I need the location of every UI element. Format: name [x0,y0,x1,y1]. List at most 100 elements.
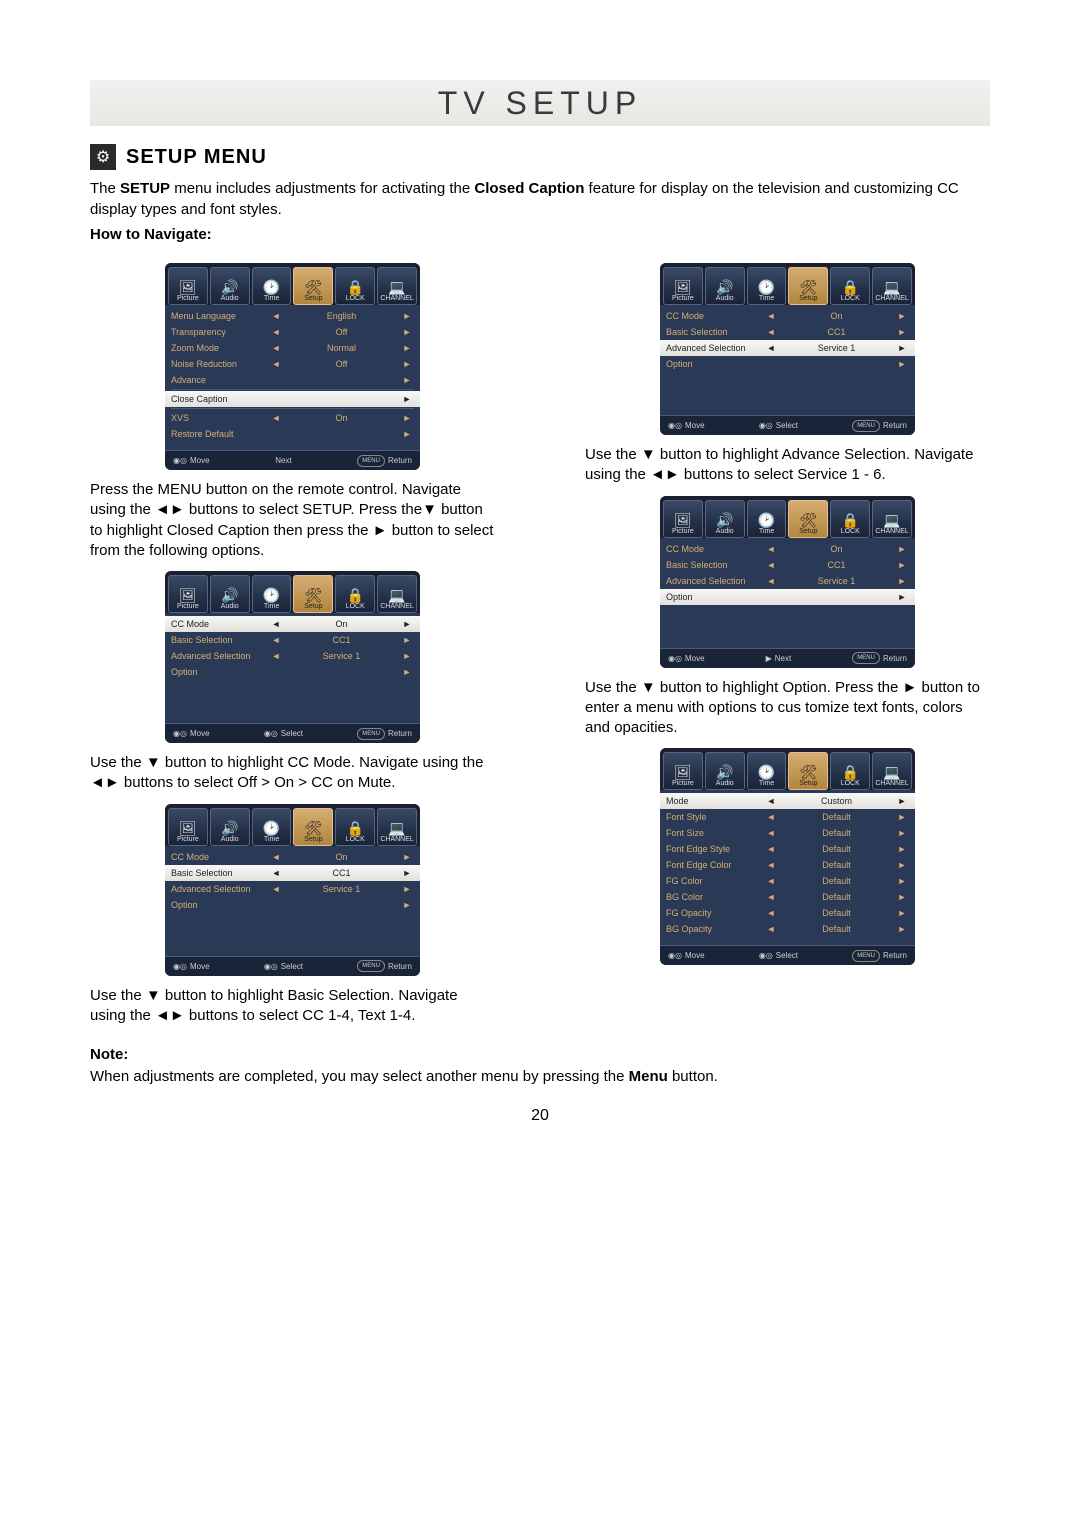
tab-time: 🕑Time [747,500,787,538]
menu-row-font-style: Font Style◄Default► [666,809,909,825]
note-heading: Note: [90,1046,990,1063]
row-label: Basic Selection [171,868,269,878]
setup-icon: 🛠 [305,588,323,602]
tab-time: 🕑Time [252,267,292,305]
caption-5: Use the ▼ button to highlight Basic Sele… [90,986,495,1027]
arrow-left-icon: ◄ [764,876,778,886]
tab-label: LOCK [841,528,860,535]
arrow-right-icon: ► [400,394,414,404]
arrow-right-icon: ► [895,844,909,854]
time-icon: 🕑 [758,280,775,294]
channel-icon: 💻 [883,765,900,779]
tab-picture: 🖼Picture [168,808,208,846]
tab-label: Picture [177,836,199,843]
hint-text: Next [775,654,791,663]
arrow-left-icon: ◄ [269,868,283,878]
hint-text: Move [190,729,210,738]
row-value: Service 1 [778,576,895,586]
row-value: Off [283,359,400,369]
caption-2: Use the ▼ button to highlight Advance Se… [585,445,990,486]
audio-icon: 🔊 [716,765,733,779]
tab-label: LOCK [346,295,365,302]
tab-audio: 🔊Audio [210,808,250,846]
setup-icon: 🛠 [305,821,323,835]
arrow-right-icon: ► [400,359,414,369]
tab-label: CHANNEL [875,295,908,302]
tab-label: CHANNEL [875,780,908,787]
row-label: Menu Language [171,311,269,321]
menu-row-option: Option► [171,664,414,680]
gear-icon: ⚙ [90,144,116,170]
tab-label: Picture [177,603,199,610]
tab-lock: 🔒LOCK [830,752,870,790]
section-title: SETUP MENU [126,146,267,169]
hint-text: Select [776,951,798,960]
arrow-left-icon: ◄ [764,860,778,870]
menu-row-zoom-mode: Zoom Mode◄Normal► [171,340,414,356]
row-value: Default [778,876,895,886]
tab-label: Setup [799,780,817,787]
menu-footer: ◉◎Move◉◎SelectMENUReturn [660,415,915,435]
menu-chip: MENU [357,728,385,740]
footer-hint: MENUReturn [357,960,412,972]
tab-channel: 💻CHANNEL [872,752,912,790]
menu-row-option: Option► [171,897,414,913]
footer-hint: MENUReturn [852,652,907,664]
menu-row-basic-selection: Basic Selection◄CC1► [666,324,909,340]
hint-text: Select [281,962,303,971]
tab-label: Time [759,295,774,302]
footer-hint: ◉◎Select [759,951,798,960]
menu-footer: ◉◎Move▶NextMENUReturn [660,648,915,668]
divider [171,389,414,390]
arrow-left-icon: ◄ [764,544,778,554]
footer-hint: ◉◎Move [668,951,705,960]
row-value: Default [778,860,895,870]
menu-screenshot-3: 🖼Picture🔊Audio🕑Time🛠Setup🔒LOCK💻CHANNELCC… [90,571,495,743]
arrow-left-icon: ◄ [764,924,778,934]
tab-label: LOCK [841,295,860,302]
menu-row-option: Option► [666,356,909,372]
arrow-right-icon: ► [895,876,909,886]
tab-setup: 🛠Setup [788,500,828,538]
menu-row-cc-mode: CC Mode◄On► [171,849,414,865]
howto-label: How to Navigate: [90,226,990,243]
row-value: CC1 [283,868,400,878]
audio-icon: 🔊 [221,280,238,294]
tab-label: Setup [799,528,817,535]
hint-text: Select [281,729,303,738]
menu-row-font-edge-style: Font Edge Style◄Default► [666,841,909,857]
arrow-right-icon: ► [400,343,414,353]
menu-row-cc-mode: CC Mode◄On► [666,541,909,557]
row-label: Option [171,900,269,910]
hint-icon: ▶ [766,654,772,663]
menu-footer: ◉◎Move◉◎SelectMENUReturn [165,723,420,743]
row-value: On [283,619,400,629]
arrow-right-icon: ► [895,311,909,321]
row-label: CC Mode [666,311,764,321]
hint-text: Return [883,654,907,663]
arrow-right-icon: ► [895,828,909,838]
setup-icon: 🛠 [305,280,323,294]
hint-icon: ◉◎ [264,962,278,971]
arrow-left-icon: ◄ [269,343,283,353]
hint-text: Return [388,962,412,971]
row-value: CC1 [283,635,400,645]
tab-time: 🕑Time [252,575,292,613]
footer-hint: ▶Next [766,654,792,663]
row-label: Transparency [171,327,269,337]
arrow-right-icon: ► [400,375,414,385]
hint-text: Return [883,421,907,430]
row-value: CC1 [778,327,895,337]
tab-audio: 🔊Audio [705,500,745,538]
arrow-left-icon: ◄ [764,812,778,822]
footer-hint: ◉◎Select [759,421,798,430]
arrow-right-icon: ► [400,311,414,321]
arrow-right-icon: ► [895,812,909,822]
hint-icon: ◉◎ [668,654,682,663]
arrow-right-icon: ► [400,619,414,629]
menu-footer: ◉◎Move◉◎SelectMENUReturn [660,945,915,965]
row-label: XVS [171,413,269,423]
row-value: On [283,852,400,862]
row-label: Zoom Mode [171,343,269,353]
row-label: Advanced Selection [171,884,269,894]
